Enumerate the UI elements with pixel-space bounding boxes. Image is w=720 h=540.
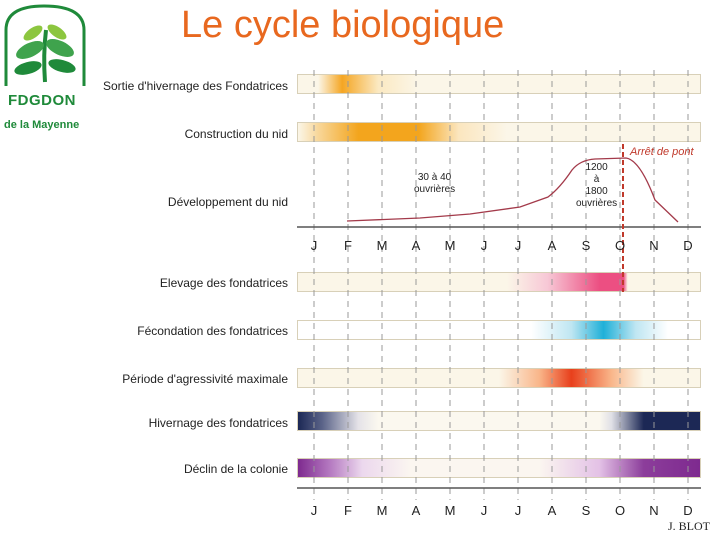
logo-subtitle: de la Mayenne [4,119,80,131]
month-label: J [514,238,522,253]
month-gridlines [313,70,689,500]
row-label-agressivite: Période d'agressivité maximale [122,372,288,386]
month-label: J [480,238,488,253]
month-label: M [444,238,456,253]
month-label: M [376,238,388,253]
month-label: J [514,503,522,518]
row-label-developpement: Développement du nid [167,195,288,209]
bar-declin [297,458,701,478]
month-label: N [649,503,659,518]
month-label: F [344,503,352,518]
note-30-40-ouvrieres: 30 à 40 ouvrières [414,172,456,195]
bar-hivernage [297,411,701,431]
month-label: J [480,503,488,518]
credit: J. BLOT [668,519,710,533]
row-label-declin: Déclin de la colonie [183,462,288,476]
logo-leaf-icon [4,4,86,86]
month-label: A [411,238,421,253]
month-label: N [649,238,659,253]
logo: FDGDON de la Mayenne [0,0,96,140]
row-label-hivernage: Hivernage des fondatrices [148,416,288,430]
page-title: Le cycle biologique [181,4,505,46]
month-label: D [683,238,693,253]
month-label: O [614,238,626,253]
row-label-elevage: Elevage des fondatrices [159,276,288,290]
month-label: S [581,503,591,518]
month-label: A [547,503,557,518]
month-label: O [614,503,626,518]
month-label: A [547,238,557,253]
nest-development-curve [346,157,679,223]
month-label: D [683,503,693,518]
month-label: M [444,503,456,518]
bar-fecondation [297,320,701,340]
row-label-construction: Construction du nid [184,127,288,141]
bar-construction [297,122,701,142]
arret-ponte-label: Arrêt de pont [630,146,694,158]
month-label: J [310,238,318,253]
month-label: S [581,238,591,253]
row-label-sortie: Sortie d'hivernage des Fondatrices [102,79,288,93]
month-label: F [344,238,352,253]
logo-name: FDGDON [8,92,76,109]
bar-elevage [297,272,701,292]
month-label: J [310,503,318,518]
bar-sortie [297,74,701,94]
month-label: M [376,503,388,518]
note-1200-1800-ouvrieres: 1200 à 1800 ouvrières [576,162,618,209]
month-label: A [411,503,421,518]
bar-agressivite [297,368,701,388]
row-label-fecondation: Fécondation des fondatrices [137,324,288,338]
